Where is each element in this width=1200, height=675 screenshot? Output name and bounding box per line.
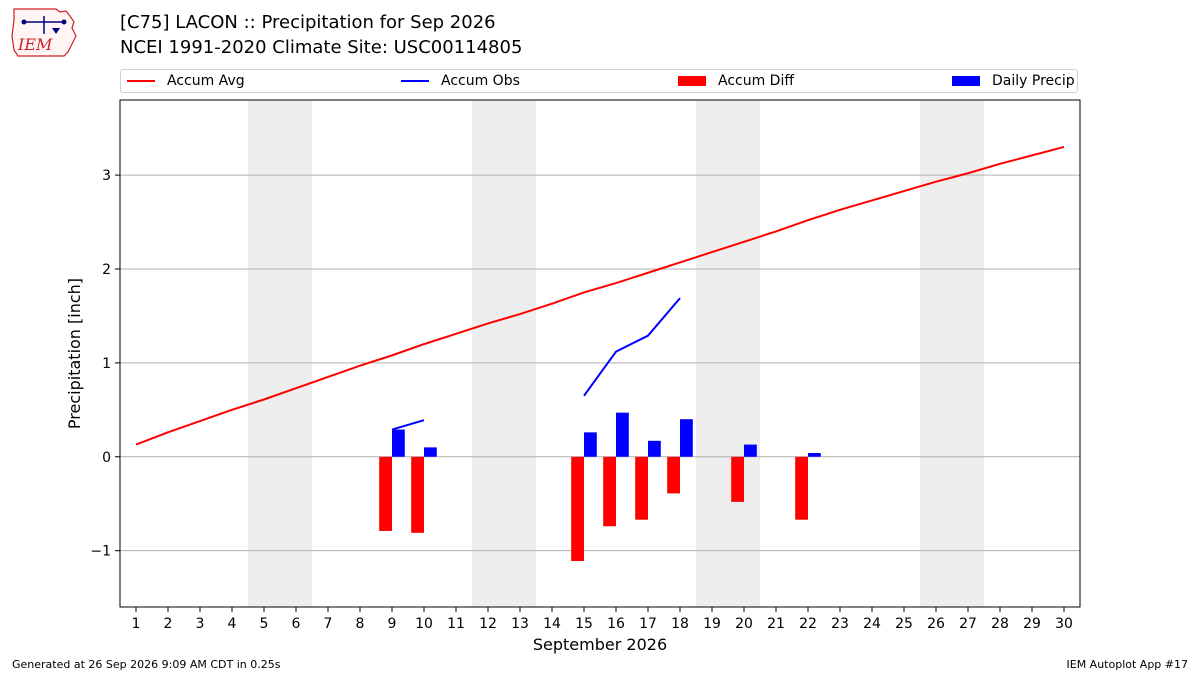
daily-precip-bar-day-18: [680, 419, 693, 457]
chart-title: [C75] LACON :: Precipitation for Sep 202…: [120, 12, 496, 33]
accum-obs-line-2: [583, 297, 681, 397]
weekend-band-4: [920, 100, 984, 607]
x-tick-label: 15: [575, 616, 593, 632]
y-tick-label: 1: [102, 356, 111, 372]
daily-precip-bar-day-15: [584, 432, 597, 457]
daily-precip-bar-day-20: [744, 444, 757, 457]
x-tick-label: 3: [196, 616, 205, 632]
y-tick-label: 2: [102, 262, 111, 278]
x-tick-label: 5: [260, 616, 269, 632]
accum-diff-bar-day-17: [635, 456, 648, 520]
x-tick-label: 18: [671, 616, 689, 632]
x-tick-label: 4: [228, 616, 237, 632]
accum-avg-line: [135, 145, 1065, 446]
logo-text: IEM: [17, 35, 53, 54]
accum-diff-bar-day-16: [603, 456, 616, 527]
x-tick-label: 8: [356, 616, 365, 632]
footer-app: IEM Autoplot App #17: [1066, 658, 1189, 671]
legend-swatch-accum-obs: [401, 80, 429, 82]
x-tick-label: 1: [132, 616, 141, 632]
iem-logo: IEM: [11, 8, 77, 57]
legend-item-accum-avg: Accum Avg: [127, 73, 245, 91]
x-tick-label: 24: [863, 616, 881, 632]
y-tick-label: 0: [102, 450, 111, 466]
daily-precip-bar-day-22: [808, 453, 821, 457]
legend: Accum Avg Accum Obs Accum Diff Daily Pre…: [120, 69, 1078, 93]
x-tick-label: 22: [799, 616, 817, 632]
legend-label-accum-avg: Accum Avg: [167, 73, 245, 89]
x-tick-label: 17: [639, 616, 657, 632]
x-tick-label: 19: [703, 616, 721, 632]
plot-frame: [119, 99, 1081, 608]
x-axis-label: September 2026: [533, 635, 667, 654]
weekend-band-2: [472, 100, 536, 607]
x-tick-label: 9: [388, 616, 397, 632]
daily-precip-bar-day-17: [648, 440, 661, 457]
x-tick-label: 28: [991, 616, 1009, 632]
legend-swatch-accum-avg: [127, 80, 155, 82]
x-tick-label: 12: [479, 616, 497, 632]
daily-precip-bar-day-16: [616, 412, 629, 457]
legend-item-daily-precip: Daily Precip: [952, 73, 1075, 91]
chart-subtitle: NCEI 1991-2020 Climate Site: USC00114805: [120, 37, 523, 58]
weekend-band-3: [696, 100, 760, 607]
x-tick-label: 14: [543, 616, 561, 632]
x-tick-label: 13: [511, 616, 529, 632]
weekend-band-1: [248, 100, 312, 607]
x-tick-label: 20: [735, 616, 753, 632]
accum-diff-bar-day-20: [731, 456, 744, 502]
x-tick-label: 10: [415, 616, 433, 632]
daily-precip-bar-day-9: [392, 429, 405, 457]
accum-diff-bar-day-22: [795, 456, 808, 520]
accum-diff-bar-day-10: [411, 456, 424, 533]
x-tick-label: 6: [292, 616, 301, 632]
y-tick-label: 3: [102, 168, 111, 184]
legend-swatch-daily-precip: [952, 76, 980, 86]
x-tick-label: 23: [831, 616, 849, 632]
legend-label-accum-diff: Accum Diff: [718, 73, 795, 89]
daily-precip-bar-day-10: [424, 447, 437, 457]
x-tick-label: 29: [1023, 616, 1041, 632]
x-tick-label: 16: [607, 616, 625, 632]
accum-obs-line-1: [391, 419, 425, 431]
x-tick-label: 11: [447, 616, 465, 632]
x-tick-label: 26: [927, 616, 945, 632]
accum-diff-bar-day-15: [571, 456, 584, 561]
y-axis-label: Precipitation [inch]: [65, 278, 84, 429]
accum-diff-bar-day-18: [667, 456, 680, 494]
x-tick-label: 25: [895, 616, 913, 632]
x-tick-label: 27: [959, 616, 977, 632]
x-tick-label: 7: [324, 616, 333, 632]
legend-label-daily-precip: Daily Precip: [992, 73, 1075, 89]
x-tick-label: 21: [767, 616, 785, 632]
y-tick-label: −1: [90, 544, 111, 560]
x-tick-label: 30: [1055, 616, 1073, 632]
x-tick-label: 2: [164, 616, 173, 632]
legend-swatch-accum-diff: [678, 76, 706, 86]
accum-diff-bar-day-9: [379, 456, 392, 531]
legend-item-accum-diff: Accum Diff: [678, 73, 794, 91]
legend-item-accum-obs: Accum Obs: [401, 73, 520, 91]
footer-generated: Generated at 26 Sep 2026 9:09 AM CDT in …: [12, 658, 281, 671]
legend-label-accum-obs: Accum Obs: [441, 73, 520, 89]
